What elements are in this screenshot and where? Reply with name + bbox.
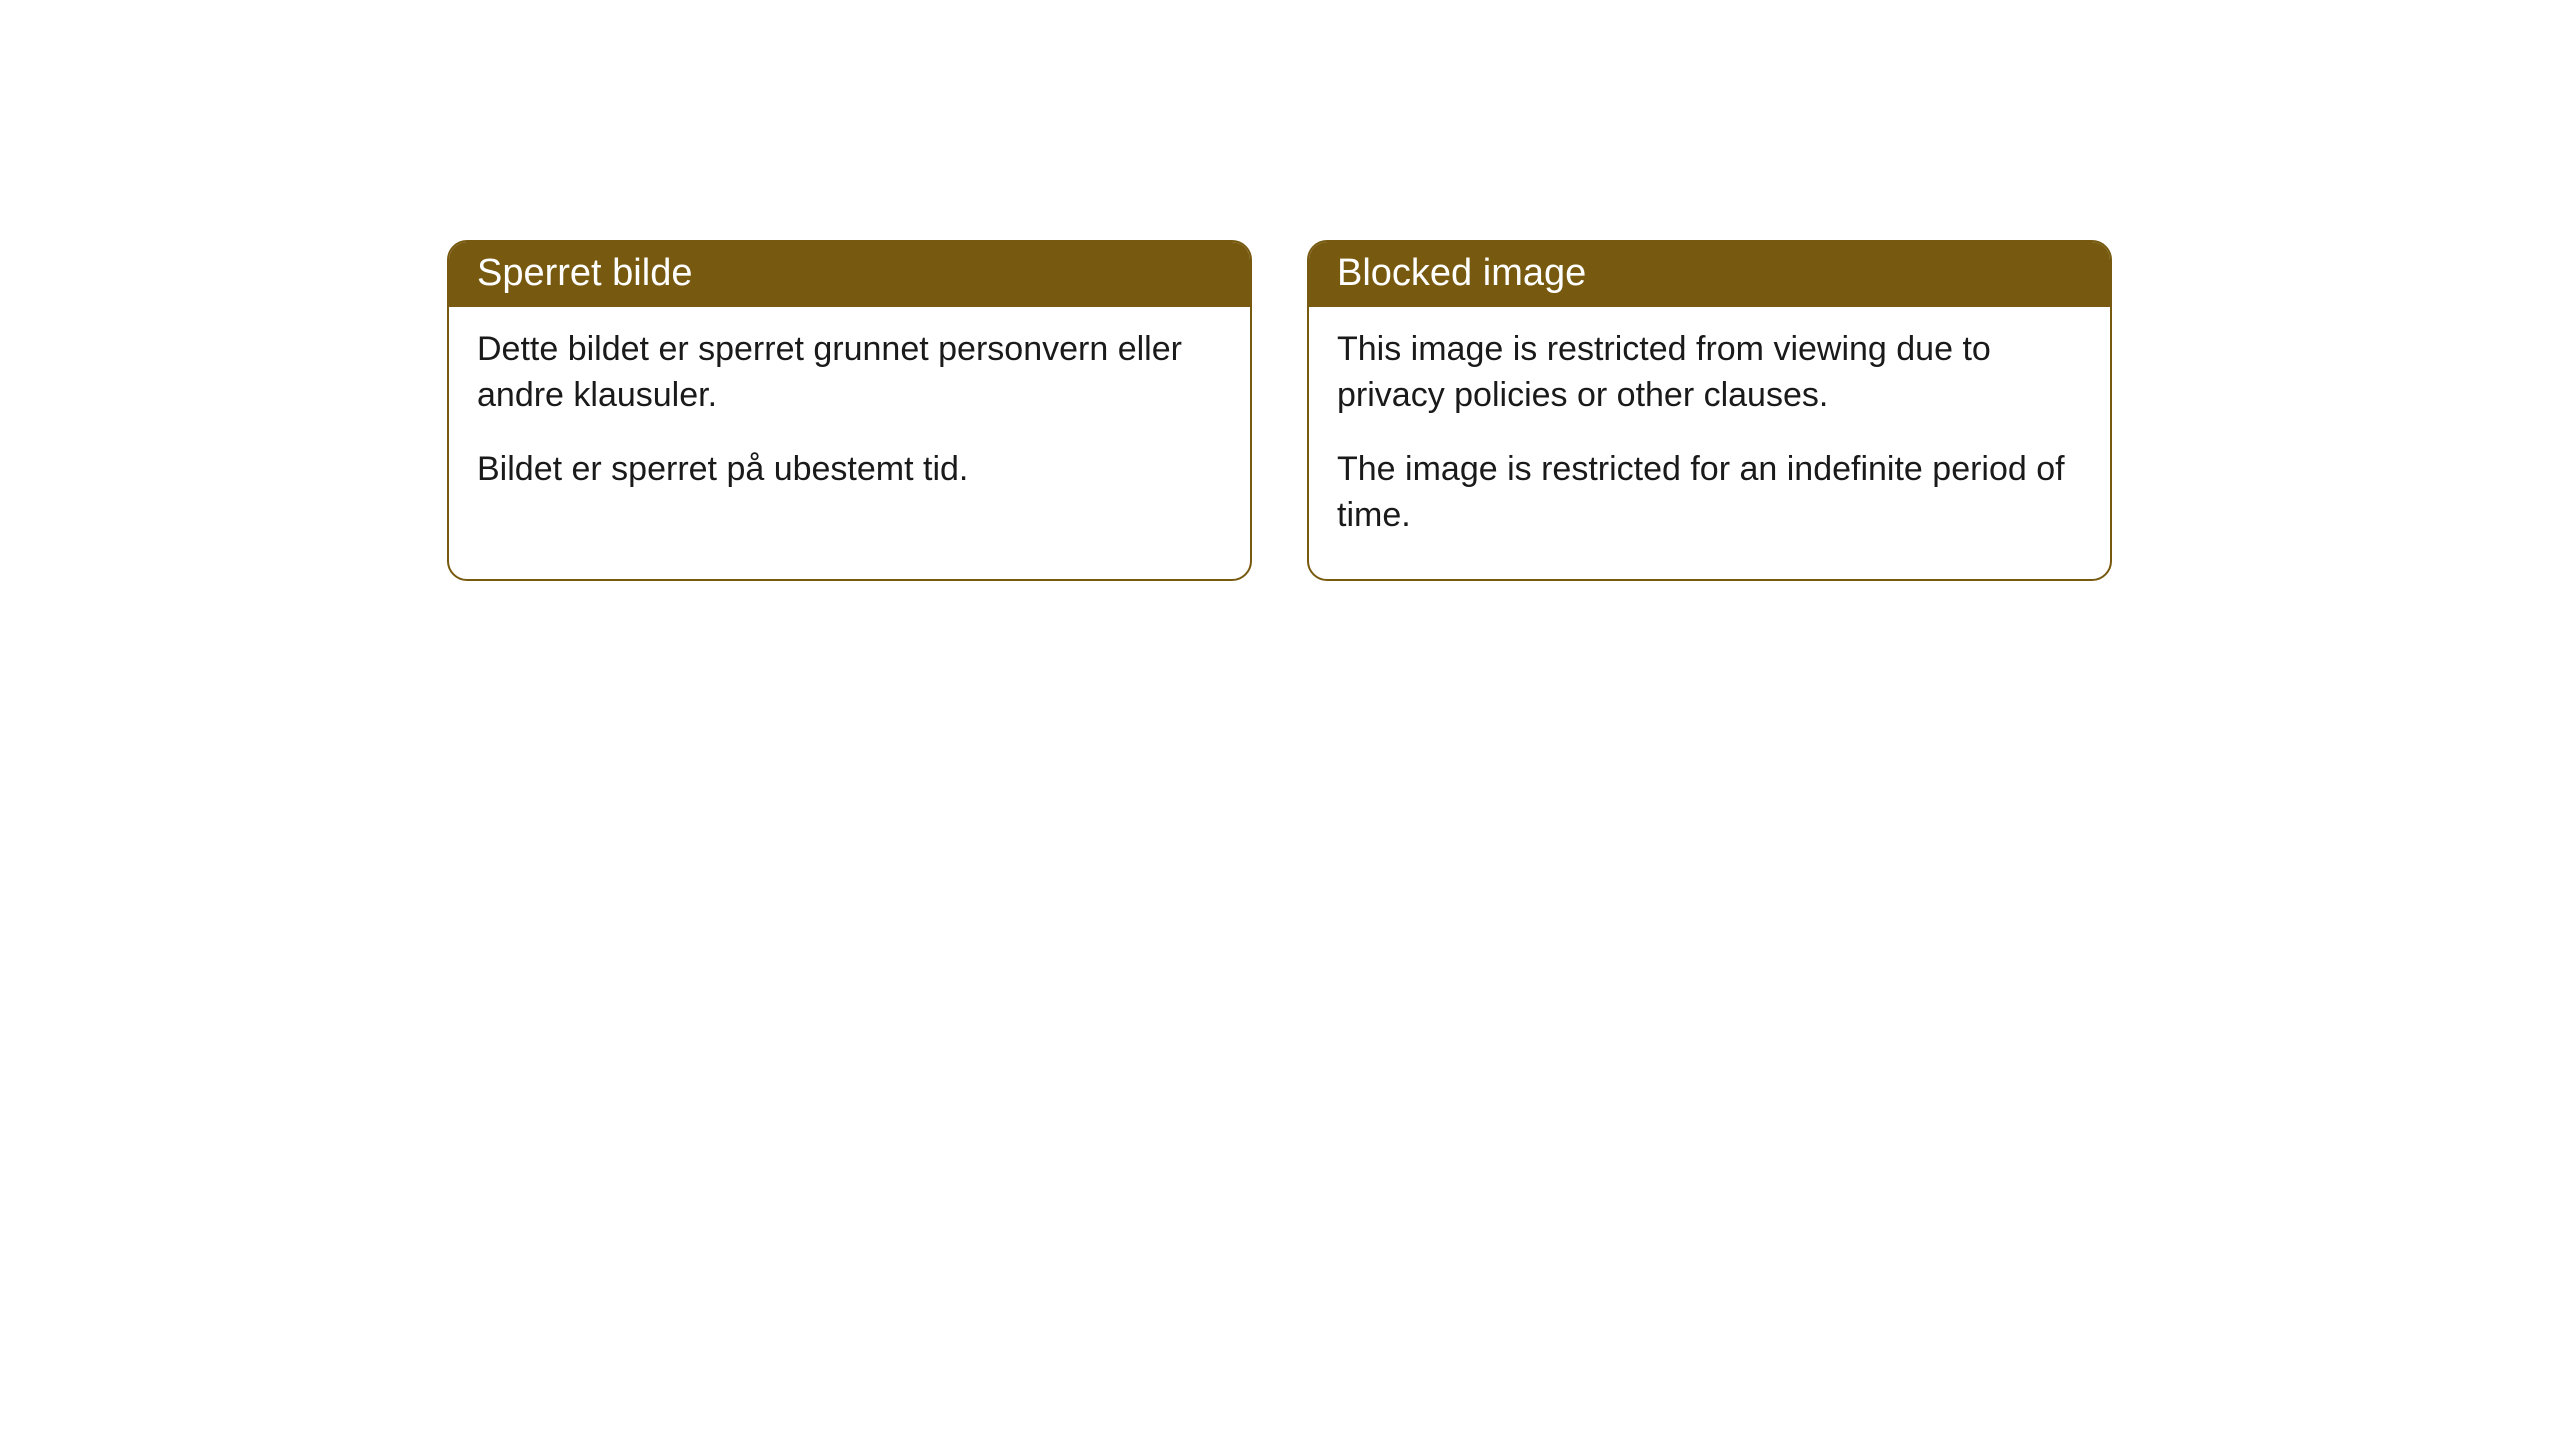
card-body-english: This image is restricted from viewing du… <box>1309 307 2110 579</box>
card-paragraph: Dette bildet er sperret grunnet personve… <box>477 327 1222 419</box>
card-paragraph: Bildet er sperret på ubestemt tid. <box>477 447 1222 493</box>
card-paragraph: This image is restricted from viewing du… <box>1337 327 2082 419</box>
card-paragraph: The image is restricted for an indefinit… <box>1337 447 2082 539</box>
card-header-norwegian: Sperret bilde <box>449 242 1250 307</box>
card-norwegian: Sperret bilde Dette bildet er sperret gr… <box>447 240 1252 581</box>
card-english: Blocked image This image is restricted f… <box>1307 240 2112 581</box>
card-body-norwegian: Dette bildet er sperret grunnet personve… <box>449 307 1250 533</box>
card-header-english: Blocked image <box>1309 242 2110 307</box>
cards-container: Sperret bilde Dette bildet er sperret gr… <box>447 240 2112 581</box>
